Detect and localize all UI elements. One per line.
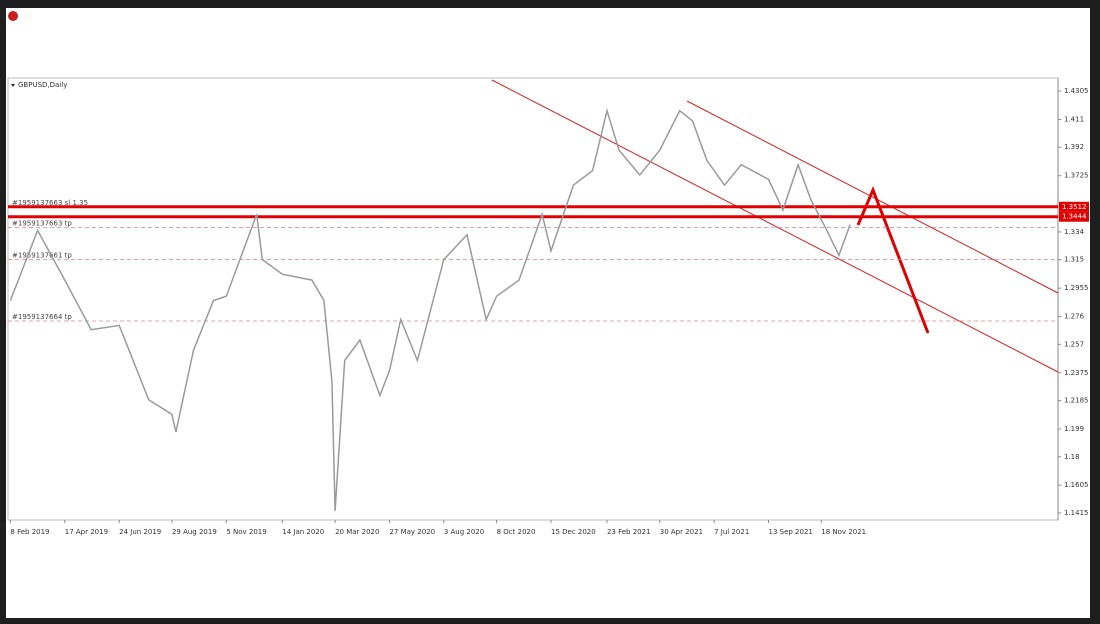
forecast-arrow <box>856 186 930 334</box>
level-tag <box>1059 201 1089 212</box>
x-tick-label: 24 Jun 2019 <box>119 528 161 536</box>
y-tick-label: 1.199 <box>1064 425 1084 433</box>
y-tick-label: 1.2955 <box>1064 284 1089 292</box>
channel-line <box>686 100 1059 294</box>
y-tick-label: 1.2375 <box>1064 369 1089 377</box>
x-tick-label: 20 Mar 2020 <box>335 528 379 536</box>
y-tick-label: 1.1415 <box>1064 509 1089 517</box>
level-label: 1.3444 <box>1062 213 1087 221</box>
x-tick-label: 8 Oct 2020 <box>497 528 536 536</box>
app-icon <box>8 11 18 21</box>
y-tick-label: 1.411 <box>1064 115 1084 123</box>
channel-line <box>491 79 1059 373</box>
x-tick-label: 27 May 2020 <box>389 528 435 536</box>
order-label: #1959137663 sl 1.35 <box>12 199 88 207</box>
y-tick-label: 1.276 <box>1064 313 1085 321</box>
x-tick-label: 8 Feb 2019 <box>10 528 49 536</box>
x-tick-label: 15 Dec 2020 <box>551 528 596 536</box>
window <box>6 8 1090 618</box>
order-label: #1959137664 tp <box>12 313 72 321</box>
price-line <box>9 107 851 511</box>
y-tick-label: 1.334 <box>1064 228 1085 236</box>
y-tick-label: 1.315 <box>1064 256 1084 264</box>
x-tick-label: 5 Nov 2019 <box>226 528 266 536</box>
y-tick-label: 1.3725 <box>1064 172 1089 180</box>
x-tick-label: 23 Feb 2021 <box>607 528 651 536</box>
x-tick-label: 14 Jan 2020 <box>282 528 324 536</box>
x-tick-label: 13 Sep 2021 <box>769 528 813 536</box>
x-tick-label: 3 Aug 2020 <box>444 528 484 536</box>
order-label: #1959137663 tp <box>12 220 72 228</box>
x-tick-label: 29 Aug 2019 <box>172 528 217 536</box>
y-tick-label: 1.392 <box>1064 143 1084 151</box>
level-label: 1.3512 <box>1062 203 1087 211</box>
chart-title: GBPUSD,Daily <box>18 81 67 89</box>
level-tag <box>1059 211 1089 222</box>
x-tick-label: 17 Apr 2019 <box>65 528 108 536</box>
order-label: #1959137661 tp <box>12 252 72 260</box>
x-tick-label: 7 Jul 2021 <box>714 528 749 536</box>
x-tick-label: 18 Nov 2021 <box>821 528 866 536</box>
y-tick-label: 1.257 <box>1064 340 1084 348</box>
y-tick-label: 1.4305 <box>1064 87 1089 95</box>
y-tick-label: 1.1605 <box>1064 481 1089 489</box>
y-tick-label: 1.18 <box>1064 453 1080 461</box>
x-tick-label: 30 Apr 2021 <box>660 528 703 536</box>
menu-arrow <box>11 84 15 87</box>
y-tick-label: 1.2185 <box>1064 397 1089 405</box>
